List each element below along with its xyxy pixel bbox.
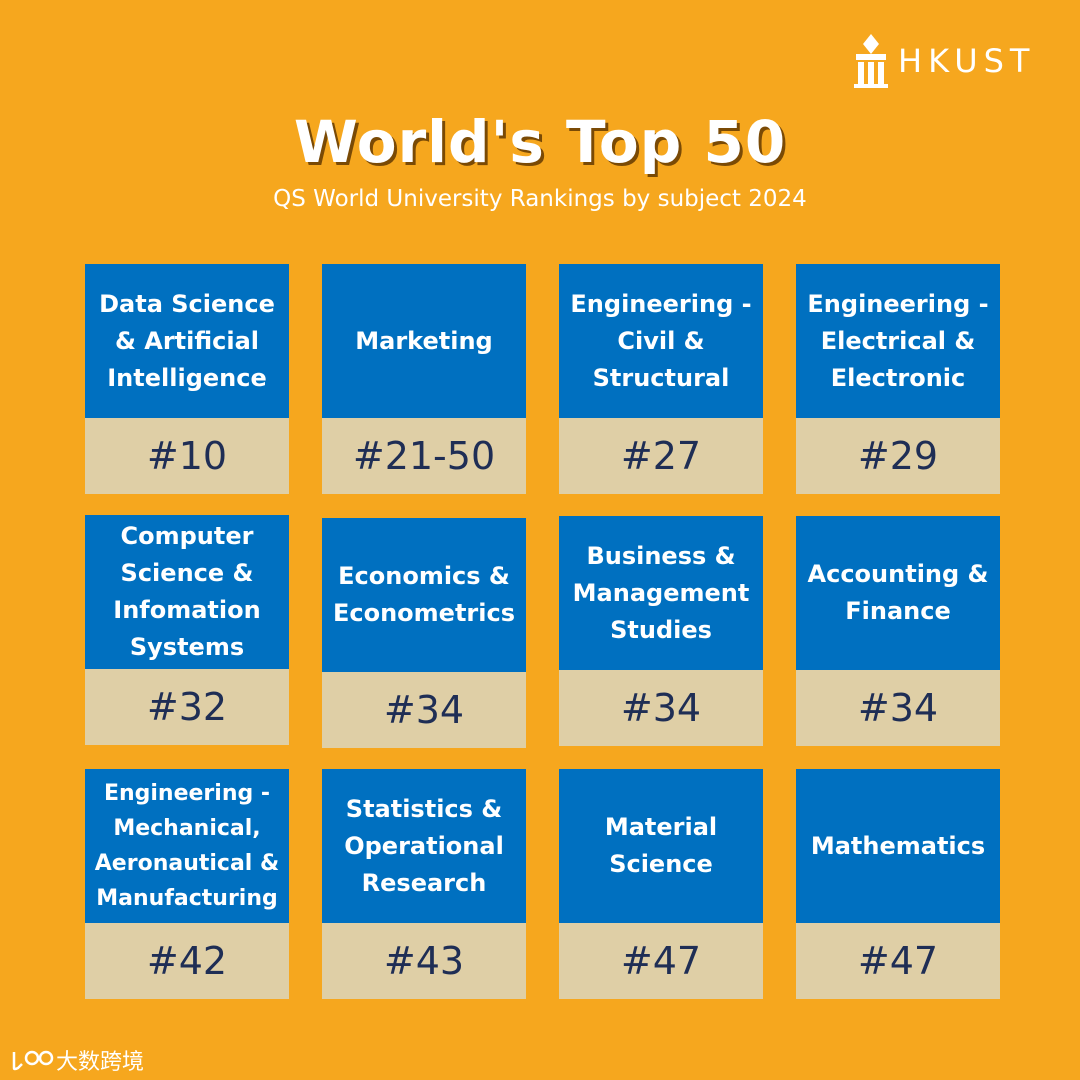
- ranking-card: Engineering - Mechanical, Aeronautical &…: [85, 769, 289, 999]
- page-title: World's Top 50: [293, 108, 787, 176]
- ranking-card: Material Science #47: [559, 769, 763, 999]
- subject-label: Engineering - Mechanical, Aeronautical &…: [85, 769, 289, 923]
- subject-label: Data Science & Artificial Intelligence: [85, 264, 289, 418]
- ranking-card: Economics & Econometrics #34: [322, 518, 526, 748]
- subject-label: Economics & Econometrics: [322, 518, 526, 672]
- subject-label: Engineering - Electrical & Electronic: [796, 264, 1000, 418]
- rank-value: #42: [85, 923, 289, 999]
- ranking-card: Mathematics #47: [796, 769, 1000, 999]
- rank-value: #47: [559, 923, 763, 999]
- subject-label: Marketing: [322, 264, 526, 418]
- subject-label: Computer Science & Infomation Systems: [85, 515, 289, 669]
- subject-label: Accounting & Finance: [796, 516, 1000, 670]
- hkust-emblem-icon: [854, 34, 888, 88]
- ranking-card: Accounting & Finance #34: [796, 516, 1000, 746]
- logo-text: HKUST: [898, 42, 1036, 80]
- ranking-card: Engineering - Electrical & Electronic #2…: [796, 264, 1000, 494]
- rank-value: #43: [322, 923, 526, 999]
- hkust-logo: HKUST: [852, 32, 1035, 90]
- rank-value: #21-50: [322, 418, 526, 494]
- ranking-card: Computer Science & Infomation Systems #3…: [85, 515, 289, 745]
- rank-value: #34: [796, 670, 1000, 746]
- subject-label: Statistics & Operational Research: [322, 769, 526, 923]
- subject-label: Material Science: [559, 769, 763, 923]
- rank-value: #29: [796, 418, 1000, 494]
- ranking-card: Engineering - Civil & Structural #27: [559, 264, 763, 494]
- rank-value: #34: [322, 672, 526, 748]
- page-subtitle: QS World University Rankings by subject …: [273, 186, 807, 212]
- subject-label: Engineering - Civil & Structural: [559, 264, 763, 418]
- rank-value: #32: [85, 669, 289, 745]
- watermark-logo-icon: [12, 1050, 54, 1071]
- rank-value: #47: [796, 923, 1000, 999]
- ranking-card: Statistics & Operational Research #43: [322, 769, 526, 999]
- rank-value: #10: [85, 418, 289, 494]
- subject-label: Mathematics: [796, 769, 1000, 923]
- watermark: 大数跨境: [10, 1044, 144, 1076]
- subject-label: Business & Management Studies: [559, 516, 763, 670]
- rank-value: #34: [559, 670, 763, 746]
- rank-value: #27: [559, 418, 763, 494]
- watermark-text: 大数跨境: [56, 1050, 145, 1075]
- ranking-card: Marketing #21-50: [322, 264, 526, 494]
- ranking-card: Data Science & Artificial Intelligence #…: [85, 264, 289, 494]
- ranking-card: Business & Management Studies #34: [559, 516, 763, 746]
